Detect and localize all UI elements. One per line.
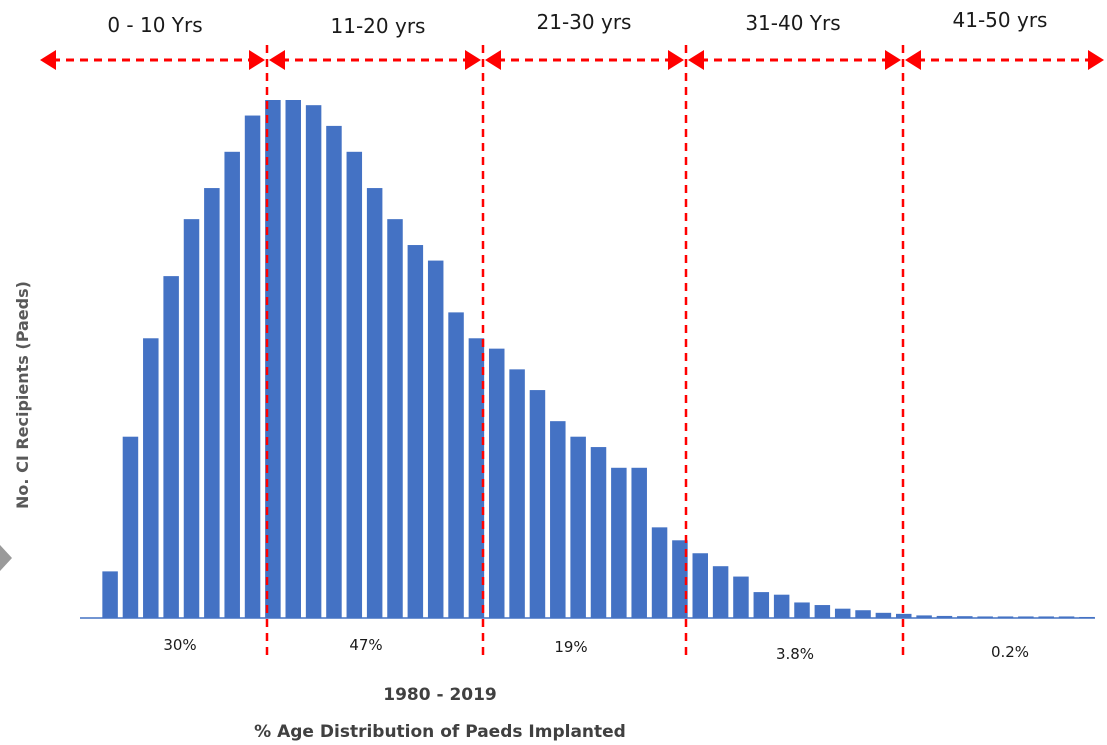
y-axis-label: No. CI Recipients (Paeds)	[13, 281, 32, 509]
bar	[733, 576, 749, 618]
bar	[143, 338, 159, 618]
age-range-label: 11-20 yrs	[331, 14, 426, 38]
arrowhead-left	[688, 50, 704, 70]
arrowhead-left	[485, 50, 501, 70]
bar	[1058, 616, 1075, 618]
age-range-label: 41-50 yrs	[953, 8, 1048, 32]
range-dividers	[265, 45, 905, 655]
bar	[672, 540, 688, 618]
bar	[102, 571, 118, 618]
bar	[773, 594, 790, 618]
bar	[834, 608, 851, 618]
arrowhead-left	[269, 50, 285, 70]
bar	[753, 592, 770, 618]
bar	[611, 467, 627, 618]
percent-label: 30%	[163, 636, 196, 654]
bar	[366, 188, 383, 618]
bar	[387, 219, 403, 618]
bar	[957, 616, 973, 618]
bar	[122, 436, 139, 618]
percent-label: 3.8%	[776, 645, 814, 663]
bar	[814, 605, 831, 618]
bar	[794, 602, 810, 618]
bar	[346, 151, 363, 619]
bar	[265, 100, 281, 618]
bar	[204, 188, 220, 618]
bar	[163, 276, 179, 618]
bar	[529, 390, 546, 618]
bar	[590, 447, 607, 618]
bar	[509, 369, 525, 618]
age-range-label: 0 - 10 Yrs	[107, 13, 202, 37]
bar	[244, 115, 261, 618]
bars-group	[102, 100, 1095, 619]
x-axis-label-description: % Age Distribution of Paeds Implanted	[254, 722, 626, 742]
age-range-label: 31-40 Yrs	[745, 11, 840, 35]
percent-label: 47%	[349, 636, 382, 654]
bar	[550, 421, 566, 618]
bar	[936, 615, 953, 618]
percent-label: 0.2%	[991, 643, 1029, 661]
bar	[570, 436, 586, 618]
percent-label: 19%	[554, 638, 587, 656]
percent-labels: 30% 47% 19% 3.8% 0.2%	[163, 636, 1029, 663]
age-range-label: 21-30 yrs	[537, 10, 632, 34]
bar	[285, 100, 301, 618]
bar	[224, 151, 240, 619]
bar	[489, 348, 505, 618]
bar	[631, 467, 647, 618]
bar	[651, 527, 668, 618]
bar	[448, 312, 464, 618]
arrowhead-left	[40, 50, 56, 70]
arrowhead-right	[885, 50, 901, 70]
range-arrows	[40, 50, 1104, 70]
bar	[1038, 616, 1054, 618]
bar	[712, 566, 729, 618]
bar	[997, 616, 1014, 618]
arrowhead-left	[905, 50, 921, 70]
bar	[407, 245, 424, 619]
bar	[977, 616, 993, 618]
bar	[468, 338, 485, 618]
arrowhead-right	[249, 50, 265, 70]
arrowhead-right	[465, 50, 481, 70]
x-axis-label-years: 1980 - 2019	[383, 685, 497, 705]
left-edge-pointer	[0, 545, 12, 571]
bar	[1018, 616, 1034, 618]
bar	[875, 612, 892, 618]
arrowhead-right	[1088, 50, 1104, 70]
bar	[427, 260, 444, 618]
arrowhead-right	[668, 50, 684, 70]
bar	[855, 610, 871, 618]
bar	[183, 219, 200, 618]
bar	[305, 105, 322, 619]
bar	[692, 553, 708, 618]
bar	[916, 615, 932, 618]
bar	[326, 125, 342, 619]
range-labels: 0 - 10 Yrs 11-20 yrs 21-30 yrs 31-40 Yrs 41-…	[107, 8, 1047, 38]
bar	[896, 613, 912, 618]
